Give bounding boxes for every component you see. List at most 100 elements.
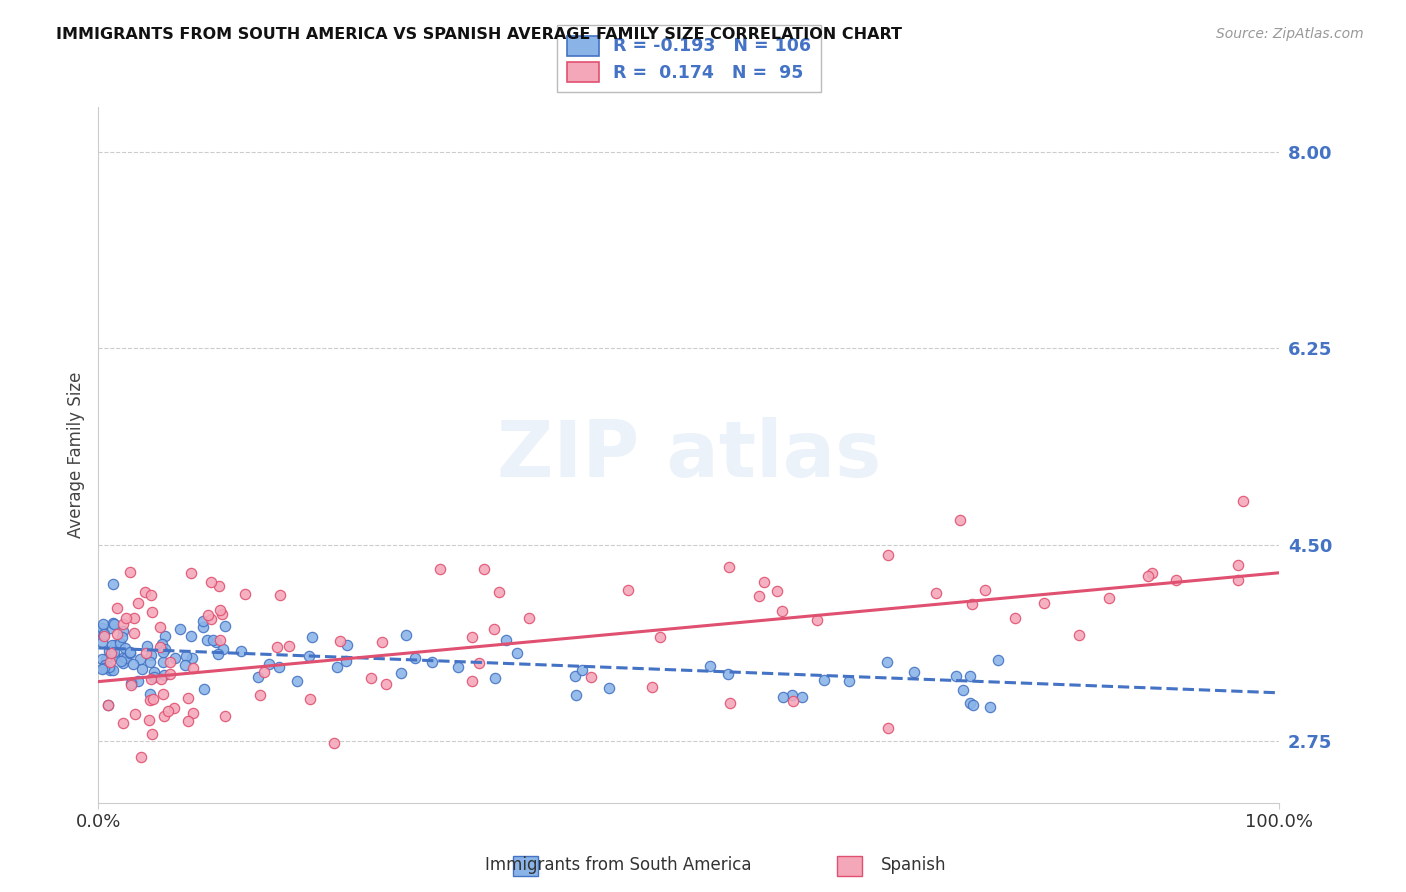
Point — [101, 576, 124, 591]
Text: ZIP atlas: ZIP atlas — [496, 417, 882, 493]
Point — [214, 619, 236, 633]
Point — [142, 670, 165, 684]
Point — [152, 645, 174, 659]
Point — [959, 696, 981, 710]
Point — [298, 648, 321, 663]
Point — [699, 659, 721, 673]
Point — [96, 698, 118, 713]
Point — [155, 629, 177, 643]
Point — [139, 588, 162, 602]
Point — [962, 698, 984, 712]
Point — [987, 653, 1010, 667]
Point — [792, 690, 814, 705]
Point — [121, 676, 143, 690]
Point — [152, 667, 174, 681]
Point — [100, 639, 122, 653]
Point — [169, 622, 191, 636]
Point — [1140, 566, 1163, 580]
Point — [1004, 611, 1026, 625]
Point — [105, 627, 128, 641]
Point — [138, 655, 160, 669]
Point — [177, 714, 200, 728]
Point — [91, 621, 114, 635]
Point — [104, 638, 127, 652]
Point — [100, 621, 122, 635]
Point — [1226, 573, 1249, 587]
Point — [153, 641, 176, 656]
Point — [94, 652, 117, 666]
Point — [336, 638, 359, 652]
Point — [1226, 558, 1249, 573]
Point — [229, 644, 252, 658]
Point — [103, 649, 125, 664]
Point — [404, 651, 426, 665]
Point — [257, 657, 280, 671]
Point — [202, 633, 225, 648]
Point — [108, 636, 131, 650]
Point — [277, 640, 299, 654]
Point — [429, 561, 451, 575]
Point — [506, 646, 529, 660]
Point — [118, 646, 141, 660]
Point — [197, 633, 219, 648]
Point — [100, 646, 122, 660]
Point — [103, 645, 125, 659]
Point — [135, 639, 157, 653]
Point — [93, 661, 115, 675]
Point — [718, 696, 741, 710]
Legend: R = -0.193   N = 106, R =  0.174   N =  95: R = -0.193 N = 106, R = 0.174 N = 95 — [557, 25, 821, 92]
Point — [374, 676, 396, 690]
Point — [420, 655, 443, 669]
Point — [163, 701, 186, 715]
Point — [571, 663, 593, 677]
Point — [269, 588, 291, 602]
Point — [207, 579, 229, 593]
Point — [142, 691, 165, 706]
Point — [204, 635, 226, 649]
Point — [174, 657, 197, 672]
Point — [98, 644, 121, 658]
Point — [488, 585, 510, 599]
Point — [191, 614, 214, 628]
Point — [111, 616, 134, 631]
Point — [141, 727, 163, 741]
Point — [183, 706, 205, 721]
Point — [143, 665, 166, 680]
Point — [772, 690, 794, 704]
Point — [772, 604, 794, 618]
Point — [1097, 591, 1119, 606]
Point — [110, 654, 132, 668]
Point — [174, 649, 197, 664]
Point — [959, 669, 981, 683]
Point — [111, 630, 134, 644]
Point — [112, 650, 135, 665]
Point — [974, 583, 997, 598]
Point — [149, 673, 172, 687]
Point — [748, 589, 770, 603]
Point — [780, 688, 803, 702]
Point — [329, 633, 352, 648]
Point — [212, 642, 235, 657]
Point — [806, 613, 828, 627]
Text: Source: ZipAtlas.com: Source: ZipAtlas.com — [1216, 27, 1364, 41]
Point — [717, 560, 740, 574]
Point — [962, 598, 984, 612]
Point — [152, 655, 174, 669]
Point — [285, 673, 308, 688]
Point — [91, 662, 114, 676]
Point — [877, 548, 900, 562]
Point — [200, 612, 222, 626]
Point — [876, 656, 898, 670]
Point — [93, 629, 115, 643]
Point — [159, 667, 181, 681]
Point — [813, 673, 835, 687]
Text: IMMIGRANTS FROM SOUTH AMERICA VS SPANISH AVERAGE FAMILY SIZE CORRELATION CHART: IMMIGRANTS FROM SOUTH AMERICA VS SPANISH… — [56, 27, 903, 42]
Point — [394, 628, 416, 642]
Point — [122, 657, 145, 672]
Point — [247, 670, 270, 684]
Point — [107, 601, 129, 615]
Point — [122, 626, 145, 640]
Point — [979, 700, 1001, 714]
Point — [598, 681, 620, 696]
Point — [91, 624, 114, 639]
